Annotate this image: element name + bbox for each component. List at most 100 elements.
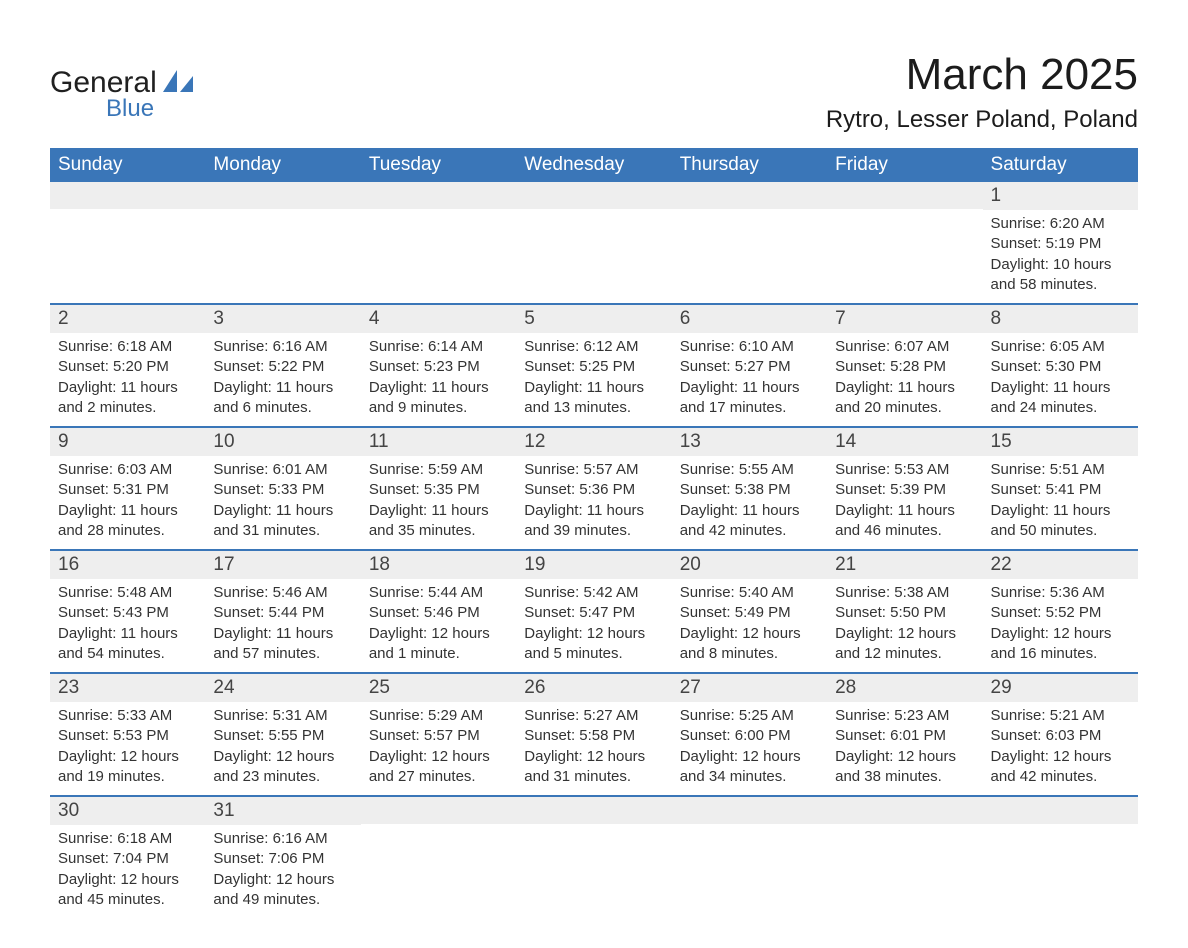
daylight-text: Daylight: 11 hours and 42 minutes. xyxy=(680,501,819,542)
week-row: 1Sunrise: 6:20 AMSunset: 5:19 PMDaylight… xyxy=(50,182,1138,303)
day-body: Sunrise: 5:25 AMSunset: 6:00 PMDaylight:… xyxy=(672,702,827,795)
document-header: General Blue March 2025 Rytro, Lesser Po… xyxy=(50,50,1138,134)
day-number: 20 xyxy=(672,551,827,579)
day-cell: 2Sunrise: 6:18 AMSunset: 5:20 PMDaylight… xyxy=(50,305,205,426)
weekday-header: Saturday xyxy=(983,148,1138,182)
sunset-text: Sunset: 5:41 PM xyxy=(991,480,1130,500)
day-cell xyxy=(672,182,827,303)
day-cell xyxy=(672,797,827,918)
day-number xyxy=(983,797,1138,824)
day-number: 25 xyxy=(361,674,516,702)
sunset-text: Sunset: 5:20 PM xyxy=(58,357,197,377)
day-cell: 8Sunrise: 6:05 AMSunset: 5:30 PMDaylight… xyxy=(983,305,1138,426)
day-cell: 3Sunrise: 6:16 AMSunset: 5:22 PMDaylight… xyxy=(205,305,360,426)
sunrise-text: Sunrise: 6:01 AM xyxy=(213,460,352,480)
day-body: Sunrise: 6:18 AMSunset: 5:20 PMDaylight:… xyxy=(50,333,205,426)
sunrise-text: Sunrise: 6:10 AM xyxy=(680,337,819,357)
daylight-text: Daylight: 11 hours and 35 minutes. xyxy=(369,501,508,542)
day-cell: 21Sunrise: 5:38 AMSunset: 5:50 PMDayligh… xyxy=(827,551,982,672)
day-body: Sunrise: 5:40 AMSunset: 5:49 PMDaylight:… xyxy=(672,579,827,672)
daylight-text: Daylight: 11 hours and 9 minutes. xyxy=(369,378,508,419)
day-number: 16 xyxy=(50,551,205,579)
day-number: 9 xyxy=(50,428,205,456)
day-number xyxy=(672,797,827,824)
day-body: Sunrise: 5:59 AMSunset: 5:35 PMDaylight:… xyxy=(361,456,516,549)
day-number xyxy=(516,797,671,824)
day-body: Sunrise: 6:14 AMSunset: 5:23 PMDaylight:… xyxy=(361,333,516,426)
day-cell: 25Sunrise: 5:29 AMSunset: 5:57 PMDayligh… xyxy=(361,674,516,795)
day-cell: 7Sunrise: 6:07 AMSunset: 5:28 PMDaylight… xyxy=(827,305,982,426)
day-number: 24 xyxy=(205,674,360,702)
sunset-text: Sunset: 5:55 PM xyxy=(213,726,352,746)
day-body: Sunrise: 6:07 AMSunset: 5:28 PMDaylight:… xyxy=(827,333,982,426)
day-number: 1 xyxy=(983,182,1138,210)
sunset-text: Sunset: 5:58 PM xyxy=(524,726,663,746)
sunset-text: Sunset: 5:50 PM xyxy=(835,603,974,623)
daylight-text: Daylight: 11 hours and 54 minutes. xyxy=(58,624,197,665)
daylight-text: Daylight: 12 hours and 16 minutes. xyxy=(991,624,1130,665)
sunset-text: Sunset: 6:01 PM xyxy=(835,726,974,746)
day-body: Sunrise: 5:44 AMSunset: 5:46 PMDaylight:… xyxy=(361,579,516,672)
sunrise-text: Sunrise: 5:42 AM xyxy=(524,583,663,603)
day-number: 15 xyxy=(983,428,1138,456)
sunset-text: Sunset: 5:46 PM xyxy=(369,603,508,623)
logo-sub-text: Blue xyxy=(106,95,193,123)
logo-main-text: General xyxy=(50,68,157,98)
sunset-text: Sunset: 5:53 PM xyxy=(58,726,197,746)
day-body xyxy=(672,824,827,836)
day-body: Sunrise: 6:16 AMSunset: 5:22 PMDaylight:… xyxy=(205,333,360,426)
sunrise-text: Sunrise: 5:33 AM xyxy=(58,706,197,726)
day-body: Sunrise: 5:57 AMSunset: 5:36 PMDaylight:… xyxy=(516,456,671,549)
daylight-text: Daylight: 11 hours and 20 minutes. xyxy=(835,378,974,419)
daylight-text: Daylight: 12 hours and 8 minutes. xyxy=(680,624,819,665)
day-body xyxy=(672,209,827,221)
day-number xyxy=(361,797,516,824)
sunrise-text: Sunrise: 6:03 AM xyxy=(58,460,197,480)
sunrise-text: Sunrise: 6:18 AM xyxy=(58,829,197,849)
day-body: Sunrise: 5:21 AMSunset: 6:03 PMDaylight:… xyxy=(983,702,1138,795)
sunrise-text: Sunrise: 6:05 AM xyxy=(991,337,1130,357)
day-body: Sunrise: 6:12 AMSunset: 5:25 PMDaylight:… xyxy=(516,333,671,426)
day-cell: 6Sunrise: 6:10 AMSunset: 5:27 PMDaylight… xyxy=(672,305,827,426)
day-number: 22 xyxy=(983,551,1138,579)
day-cell xyxy=(50,182,205,303)
day-body xyxy=(827,824,982,836)
day-body xyxy=(983,824,1138,836)
sunrise-text: Sunrise: 5:38 AM xyxy=(835,583,974,603)
day-cell: 31Sunrise: 6:16 AMSunset: 7:06 PMDayligh… xyxy=(205,797,360,918)
sunset-text: Sunset: 5:23 PM xyxy=(369,357,508,377)
weekday-header-row: Sunday Monday Tuesday Wednesday Thursday… xyxy=(50,148,1138,182)
logo: General Blue xyxy=(50,68,193,123)
day-cell: 13Sunrise: 5:55 AMSunset: 5:38 PMDayligh… xyxy=(672,428,827,549)
sunrise-text: Sunrise: 5:53 AM xyxy=(835,460,974,480)
day-body xyxy=(516,824,671,836)
daylight-text: Daylight: 11 hours and 46 minutes. xyxy=(835,501,974,542)
sunset-text: Sunset: 5:57 PM xyxy=(369,726,508,746)
day-number: 11 xyxy=(361,428,516,456)
day-cell: 17Sunrise: 5:46 AMSunset: 5:44 PMDayligh… xyxy=(205,551,360,672)
day-body: Sunrise: 5:48 AMSunset: 5:43 PMDaylight:… xyxy=(50,579,205,672)
day-number: 19 xyxy=(516,551,671,579)
day-cell: 29Sunrise: 5:21 AMSunset: 6:03 PMDayligh… xyxy=(983,674,1138,795)
day-cell: 4Sunrise: 6:14 AMSunset: 5:23 PMDaylight… xyxy=(361,305,516,426)
day-cell: 16Sunrise: 5:48 AMSunset: 5:43 PMDayligh… xyxy=(50,551,205,672)
day-body: Sunrise: 6:16 AMSunset: 7:06 PMDaylight:… xyxy=(205,825,360,918)
day-cell: 28Sunrise: 5:23 AMSunset: 6:01 PMDayligh… xyxy=(827,674,982,795)
weekday-header: Monday xyxy=(205,148,360,182)
day-number: 12 xyxy=(516,428,671,456)
day-cell: 5Sunrise: 6:12 AMSunset: 5:25 PMDaylight… xyxy=(516,305,671,426)
sunset-text: Sunset: 5:31 PM xyxy=(58,480,197,500)
day-number: 7 xyxy=(827,305,982,333)
day-body: Sunrise: 5:36 AMSunset: 5:52 PMDaylight:… xyxy=(983,579,1138,672)
daylight-text: Daylight: 12 hours and 34 minutes. xyxy=(680,747,819,788)
day-number: 28 xyxy=(827,674,982,702)
daylight-text: Daylight: 12 hours and 49 minutes. xyxy=(213,870,352,911)
day-cell: 23Sunrise: 5:33 AMSunset: 5:53 PMDayligh… xyxy=(50,674,205,795)
day-cell xyxy=(361,182,516,303)
weekday-header: Tuesday xyxy=(361,148,516,182)
weekday-header: Wednesday xyxy=(516,148,671,182)
sunset-text: Sunset: 7:06 PM xyxy=(213,849,352,869)
day-cell: 20Sunrise: 5:40 AMSunset: 5:49 PMDayligh… xyxy=(672,551,827,672)
day-number xyxy=(205,182,360,209)
day-body: Sunrise: 6:10 AMSunset: 5:27 PMDaylight:… xyxy=(672,333,827,426)
